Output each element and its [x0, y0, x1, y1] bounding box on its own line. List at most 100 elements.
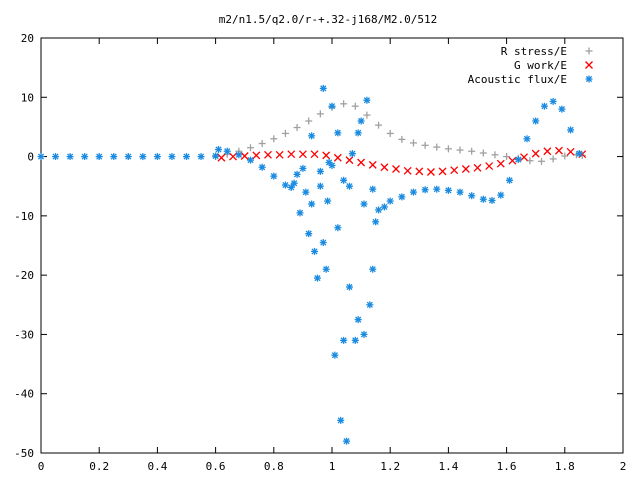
data-point: [316, 182, 324, 190]
data-point: [322, 151, 331, 160]
data-point: [543, 147, 552, 156]
data-point: [488, 196, 496, 204]
data-point: [258, 163, 266, 171]
data-point: [366, 301, 374, 309]
x-tick-label: 1.8: [555, 460, 575, 473]
data-point: [345, 156, 354, 165]
data-point: [357, 158, 366, 167]
data-point: [197, 153, 205, 161]
data-point: [444, 145, 452, 153]
data-point: [258, 140, 266, 148]
series-1: [217, 146, 587, 176]
data-point: [491, 151, 499, 159]
data-point: [275, 150, 284, 159]
data-point: [567, 126, 575, 134]
data-point: [351, 102, 359, 110]
data-point: [380, 163, 389, 172]
x-tick-label: 0.6: [206, 460, 226, 473]
data-point: [363, 96, 371, 104]
data-point: [357, 117, 365, 125]
y-tick-label: -40: [14, 388, 34, 401]
data-point: [264, 150, 272, 159]
data-point: [558, 105, 566, 113]
data-point: [340, 100, 348, 108]
data-point: [369, 185, 377, 193]
data-point: [479, 149, 487, 157]
data-point: [313, 274, 321, 282]
data-point: [561, 152, 569, 160]
data-point: [496, 159, 505, 168]
data-point: [375, 121, 383, 129]
data-point: [438, 167, 447, 176]
data-point: [523, 135, 531, 143]
chart-title: m2/n1.5/q2.0/r-+.32-j168/M2.0/512: [219, 13, 438, 26]
data-point: [360, 200, 368, 208]
data-point: [351, 336, 359, 344]
data-point: [575, 150, 583, 158]
data-point: [566, 147, 575, 156]
legend-label: R stress/E: [501, 45, 567, 58]
x-tick-label: 1.2: [380, 460, 400, 473]
plot-frame: [40, 37, 624, 454]
x-tick-label: 0.8: [264, 460, 284, 473]
data-point: [345, 182, 353, 190]
data-point: [468, 192, 476, 200]
data-point: [392, 165, 400, 173]
x-tick-label: 0.4: [147, 460, 167, 473]
series-2: [37, 84, 583, 445]
data-point: [311, 247, 319, 255]
data-point: [319, 84, 327, 92]
data-point: [473, 163, 482, 172]
x-tick-label: 1.4: [438, 460, 458, 473]
data-point: [290, 179, 298, 187]
legend-marker: [585, 75, 593, 83]
data-point: [526, 157, 534, 165]
data-point: [66, 153, 74, 161]
data-point: [334, 129, 342, 137]
data-point: [549, 155, 557, 163]
data-point: [354, 316, 362, 324]
data-point: [403, 166, 412, 175]
y-tick-label: -50: [14, 447, 34, 460]
data-point: [456, 146, 464, 154]
data-point: [124, 153, 132, 161]
data-point: [252, 151, 261, 160]
data-point: [293, 170, 301, 178]
data-point: [409, 188, 417, 196]
data-point: [270, 135, 278, 143]
data-point: [354, 129, 362, 137]
data-point: [110, 153, 118, 161]
data-point: [549, 97, 557, 105]
data-point: [386, 129, 394, 137]
data-point: [506, 176, 514, 184]
data-point: [247, 156, 255, 164]
data-point: [240, 152, 249, 160]
data-point: [514, 156, 522, 164]
data-point: [37, 153, 45, 161]
legend-label: G work/E: [514, 59, 567, 72]
data-point: [456, 188, 464, 196]
data-point: [287, 150, 296, 159]
data-point: [348, 150, 356, 158]
legend-label: Acoustic flux/E: [468, 73, 567, 86]
data-point: [368, 160, 377, 169]
data-point: [398, 135, 406, 143]
data-point: [247, 144, 255, 152]
data-point: [81, 153, 89, 161]
x-tick-label: 2: [620, 460, 627, 473]
data-point: [316, 110, 324, 118]
y-tick-label: 10: [21, 91, 34, 104]
data-point: [415, 167, 424, 176]
data-point: [363, 111, 371, 119]
data-point: [503, 153, 511, 161]
data-point: [372, 218, 380, 226]
data-point: [433, 143, 441, 151]
data-point: [386, 197, 394, 205]
data-point: [444, 186, 452, 194]
data-point: [324, 197, 332, 205]
data-point: [293, 124, 301, 132]
legend-marker: [585, 61, 593, 69]
data-point: [532, 117, 540, 125]
axis-ticks: 0 0.2 0.4 0.6 0.8 1 1.2 1.4 1.6 1.8 2 20 10 0 -10 -20 -3…: [14, 32, 626, 473]
